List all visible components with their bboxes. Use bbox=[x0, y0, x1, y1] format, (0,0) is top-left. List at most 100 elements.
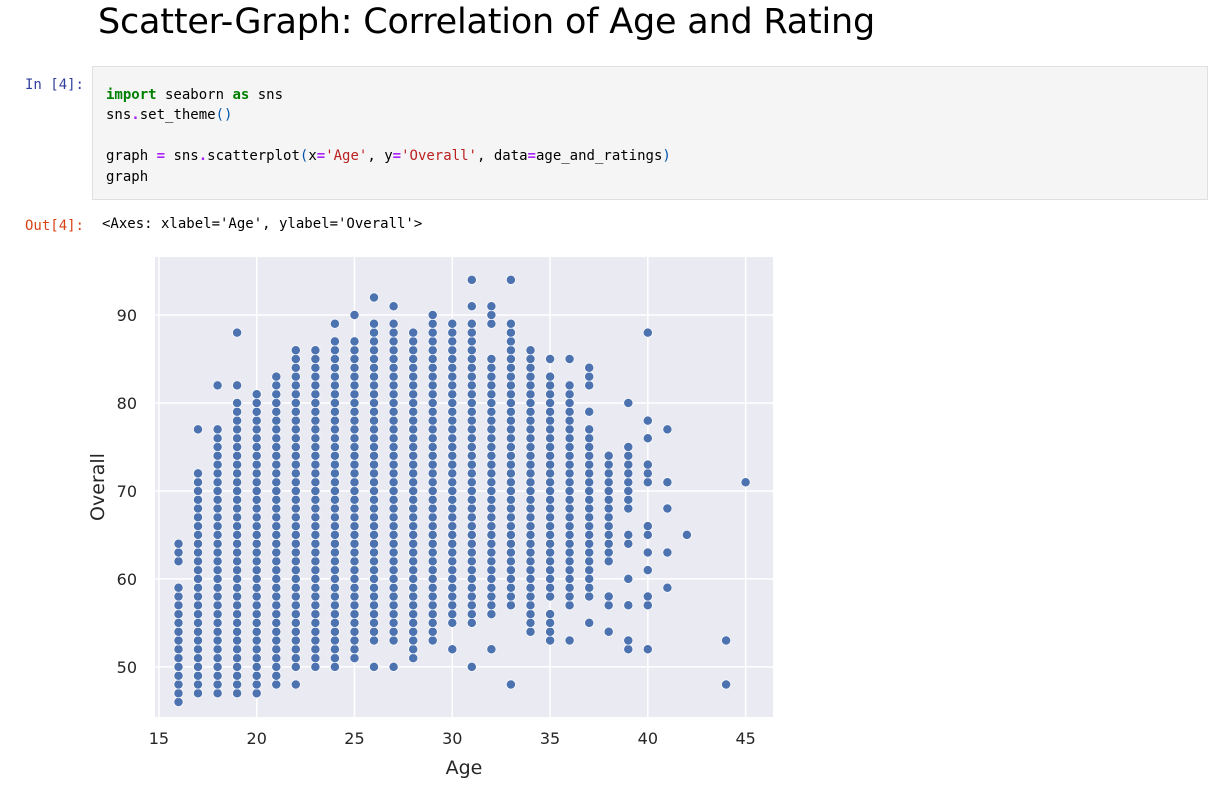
data-point bbox=[271, 600, 282, 611]
data-point bbox=[232, 442, 243, 452]
data-point bbox=[505, 529, 516, 540]
data-point bbox=[290, 582, 301, 593]
data-point bbox=[545, 556, 556, 567]
data-point bbox=[251, 653, 262, 664]
code-token: . bbox=[198, 148, 208, 165]
data-point bbox=[408, 573, 419, 584]
data-point bbox=[408, 600, 419, 611]
data-point bbox=[525, 617, 536, 628]
data-point bbox=[271, 556, 282, 567]
data-point bbox=[329, 354, 340, 364]
data-point bbox=[427, 547, 438, 558]
data-point bbox=[642, 529, 653, 540]
data-point bbox=[486, 424, 497, 435]
data-point bbox=[642, 565, 653, 576]
data-point bbox=[271, 398, 282, 408]
data-point bbox=[584, 538, 595, 549]
data-point bbox=[427, 626, 438, 637]
x-tick-label: 35 bbox=[540, 729, 560, 748]
data-point bbox=[388, 565, 399, 576]
data-point bbox=[271, 486, 282, 496]
data-point bbox=[349, 433, 360, 444]
data-point bbox=[193, 529, 203, 540]
data-point bbox=[525, 512, 536, 523]
data-point bbox=[369, 318, 379, 329]
data-point bbox=[408, 433, 419, 444]
x-tick-label: 25 bbox=[344, 729, 364, 748]
data-point bbox=[329, 486, 340, 496]
data-point bbox=[232, 609, 243, 620]
code-cell-editor[interactable]: import seaborn as sns sns.set_theme() gr… bbox=[92, 66, 1208, 200]
data-point bbox=[251, 398, 262, 408]
data-point bbox=[369, 327, 379, 338]
data-point bbox=[466, 538, 477, 549]
data-point bbox=[388, 336, 399, 347]
data-point bbox=[623, 494, 634, 505]
code-token: ) bbox=[662, 148, 671, 165]
data-point bbox=[623, 450, 634, 461]
data-point bbox=[251, 433, 262, 444]
data-point bbox=[388, 362, 399, 373]
data-point bbox=[623, 486, 634, 496]
data-point bbox=[369, 415, 379, 426]
data-point bbox=[251, 679, 262, 690]
data-point bbox=[251, 494, 262, 505]
data-point bbox=[232, 626, 243, 637]
data-point bbox=[408, 565, 419, 576]
data-point bbox=[212, 600, 223, 611]
data-point bbox=[486, 529, 497, 540]
data-point bbox=[271, 371, 282, 382]
data-point bbox=[642, 459, 653, 470]
data-point bbox=[271, 477, 282, 488]
data-point bbox=[212, 661, 223, 672]
data-point bbox=[369, 380, 379, 391]
data-point bbox=[329, 371, 340, 382]
data-point bbox=[662, 503, 673, 514]
data-point bbox=[349, 556, 360, 567]
data-point bbox=[681, 529, 692, 540]
data-point bbox=[505, 556, 516, 567]
data-point bbox=[388, 494, 399, 505]
data-point bbox=[212, 617, 223, 628]
y-tick-label: 80 bbox=[117, 394, 137, 413]
data-point bbox=[310, 609, 321, 620]
data-point bbox=[486, 582, 497, 593]
data-point bbox=[232, 679, 243, 690]
data-point bbox=[525, 380, 536, 391]
data-point bbox=[388, 468, 399, 479]
data-point bbox=[173, 644, 184, 655]
data-point bbox=[329, 591, 340, 602]
data-point bbox=[310, 617, 321, 628]
data-point bbox=[310, 415, 321, 426]
data-point bbox=[603, 521, 614, 532]
data-point bbox=[447, 644, 458, 655]
data-point bbox=[251, 415, 262, 426]
data-point bbox=[466, 547, 477, 558]
data-point bbox=[290, 442, 301, 452]
data-point bbox=[232, 653, 243, 664]
data-point bbox=[232, 521, 243, 532]
data-point bbox=[505, 354, 516, 364]
data-point bbox=[427, 609, 438, 620]
data-point bbox=[642, 547, 653, 558]
y-tick-label: 60 bbox=[117, 570, 137, 589]
data-point bbox=[232, 538, 243, 549]
data-point bbox=[505, 468, 516, 479]
data-point bbox=[193, 600, 203, 611]
data-point bbox=[623, 529, 634, 540]
data-point bbox=[525, 389, 536, 400]
data-point bbox=[564, 538, 575, 549]
data-point bbox=[447, 406, 458, 417]
data-point bbox=[584, 433, 595, 444]
data-point bbox=[623, 600, 634, 611]
data-point bbox=[271, 389, 282, 400]
data-point bbox=[388, 354, 399, 364]
data-point bbox=[388, 512, 399, 523]
data-point bbox=[525, 477, 536, 488]
data-point bbox=[290, 600, 301, 611]
data-point bbox=[251, 459, 262, 470]
data-point bbox=[525, 529, 536, 540]
y-tick-label: 70 bbox=[117, 482, 137, 501]
data-point bbox=[388, 635, 399, 646]
data-point bbox=[310, 406, 321, 417]
